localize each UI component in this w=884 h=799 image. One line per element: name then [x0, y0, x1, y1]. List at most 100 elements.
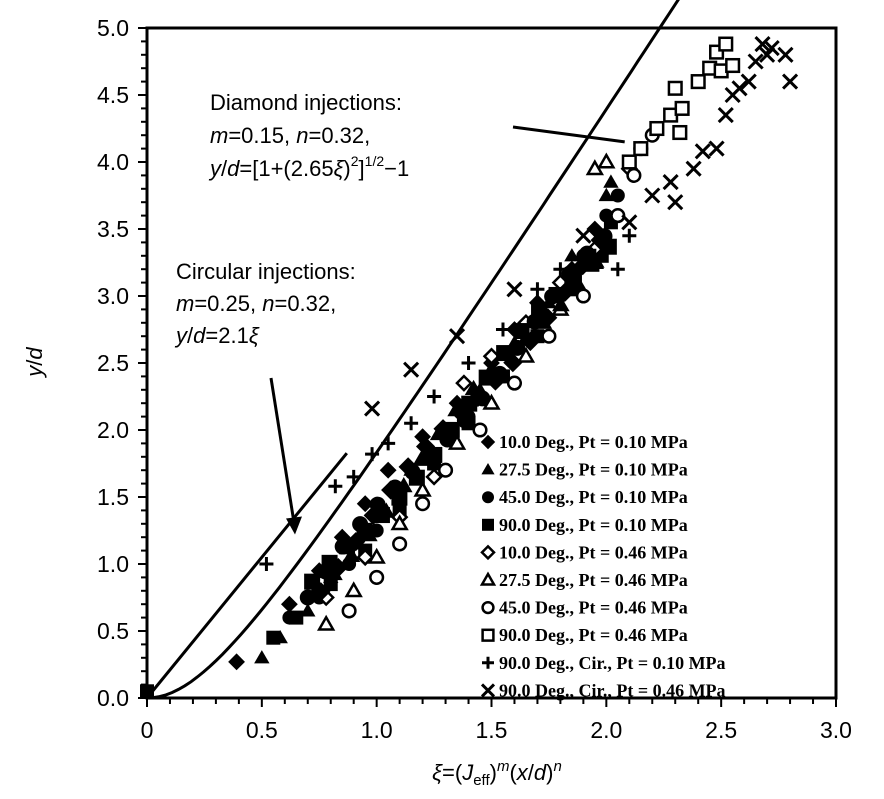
data-point: [598, 187, 615, 202]
x-axis-title: ξ=(Jeff)m(x/d)n: [432, 758, 562, 789]
fit-line-circular: [145, 452, 348, 699]
param-m-value: =0.25,: [194, 291, 262, 316]
data-point: [573, 256, 593, 276]
legend-marker-icon: [482, 656, 494, 669]
eq-body: =2.1: [205, 323, 248, 348]
data-point: [474, 390, 491, 407]
data-point: [597, 152, 616, 169]
eq-y: y: [174, 323, 189, 348]
data-point: [782, 73, 799, 90]
y-tick-label: 0.0: [97, 685, 129, 711]
data-point: [649, 120, 665, 137]
eq-close: ): [343, 156, 350, 181]
legend-item: 90.0 Deg., Pt = 0.10 MPa: [482, 515, 688, 535]
data-point: [685, 160, 702, 177]
legend: 10.0 Deg., Pt = 0.10 MPa 27.5 Deg., Pt = …: [479, 432, 726, 700]
data-point: [316, 614, 336, 631]
legend-item: 10.0 Deg., Pt = 0.46 MPa: [480, 542, 688, 562]
data-point: [311, 582, 331, 602]
legend-label: 27.5 Deg., Pt = 0.46 MPa: [499, 570, 688, 590]
legend-item: 27.5 Deg., Pt = 0.46 MPa: [479, 570, 688, 590]
data-point: [408, 469, 425, 486]
x-axis-title-m: m: [497, 758, 510, 775]
legend-marker-icon: [480, 544, 496, 561]
legend-item: 27.5 Deg., Pt = 0.10 MPa: [481, 460, 688, 480]
data-point: [415, 496, 431, 512]
x-axis-title-slash: /: [528, 760, 535, 785]
y-tick-label: 0.5: [97, 618, 129, 644]
data-point: [461, 356, 476, 370]
annotation-diamond-title: Diamond injections:: [210, 90, 402, 115]
x-axis-title-sub: eff: [473, 772, 490, 789]
eq-xi: ξ: [334, 156, 345, 181]
data-point: [328, 479, 343, 494]
data-point: [662, 174, 679, 191]
data-point: [426, 446, 443, 463]
legend-marker-icon: [481, 463, 495, 475]
data-point: [564, 248, 580, 262]
data-point: [403, 361, 420, 378]
data-point: [569, 275, 588, 291]
eq-bracket: ]: [359, 156, 365, 181]
legend-label: 10.0 Deg., Pt = 0.10 MPa: [499, 432, 688, 452]
data-point: [342, 546, 361, 563]
x-axis-title-j: J: [461, 760, 474, 785]
eq-xi: ξ: [249, 323, 260, 348]
y-tick-label: 4.0: [97, 149, 129, 175]
x-axis-title-n: n: [553, 758, 561, 775]
data-point: [520, 331, 540, 352]
plot-frame: [145, 26, 838, 700]
param-m: m: [210, 123, 228, 148]
data-point: [438, 462, 454, 478]
data-point: [346, 469, 361, 484]
data-point: [289, 610, 304, 625]
annotation-circular-equation: y/d=2.1ξ: [174, 323, 260, 348]
eq-slash: /: [221, 156, 228, 181]
data-point: [369, 569, 385, 585]
data-point: [455, 374, 473, 392]
param-n: n: [296, 123, 308, 148]
data-point: [356, 495, 374, 513]
data-point: [740, 73, 757, 90]
data-point: [621, 154, 637, 170]
data-point: [552, 296, 570, 312]
data-point: [365, 447, 380, 462]
legend-label: 90.0 Deg., Cir., Pt = 0.10 MPa: [499, 653, 726, 673]
eq-body: =[1+(2.65: [239, 156, 333, 181]
legend-item: 45.0 Deg., Pt = 0.46 MPa: [481, 598, 688, 618]
data-point: [485, 371, 506, 391]
y-tick-label: 4.5: [97, 82, 129, 108]
data-point: [448, 328, 466, 345]
y-tick-label: 3.0: [97, 283, 129, 309]
x-tick-label: 1.5: [476, 717, 508, 743]
data-point: [341, 603, 357, 619]
data-point: [575, 227, 592, 244]
data-point: [377, 502, 396, 518]
data-point: [427, 389, 442, 404]
param-n: n: [262, 291, 274, 316]
legend-marker-icon: [482, 491, 494, 504]
eq-y: y: [208, 156, 223, 181]
data-point: [495, 322, 510, 337]
data-point: [364, 400, 381, 417]
data-point: [763, 40, 780, 57]
data-point: [392, 536, 408, 552]
annotation-circular-params: m=0.25, n=0.32,: [176, 291, 336, 316]
y-axis-title: y/d: [22, 347, 47, 379]
data-point: [626, 167, 642, 183]
x-tick-label: 1.0: [361, 717, 393, 743]
eq-tail: −1: [384, 156, 409, 181]
x-axis-title-x: x: [516, 760, 529, 785]
param-m-value: =0.15,: [228, 123, 296, 148]
data-point: [394, 477, 413, 493]
eq-slash: /: [187, 323, 194, 348]
data-point: [754, 36, 771, 53]
x-tick-label: 3.0: [820, 717, 852, 743]
data-point: [672, 124, 688, 141]
data-point: [541, 328, 557, 344]
y-axis-title-d: d: [22, 347, 47, 360]
data-point: [472, 422, 488, 438]
data-point: [391, 489, 408, 506]
data-point: [667, 80, 683, 96]
param-m: m: [176, 291, 194, 316]
